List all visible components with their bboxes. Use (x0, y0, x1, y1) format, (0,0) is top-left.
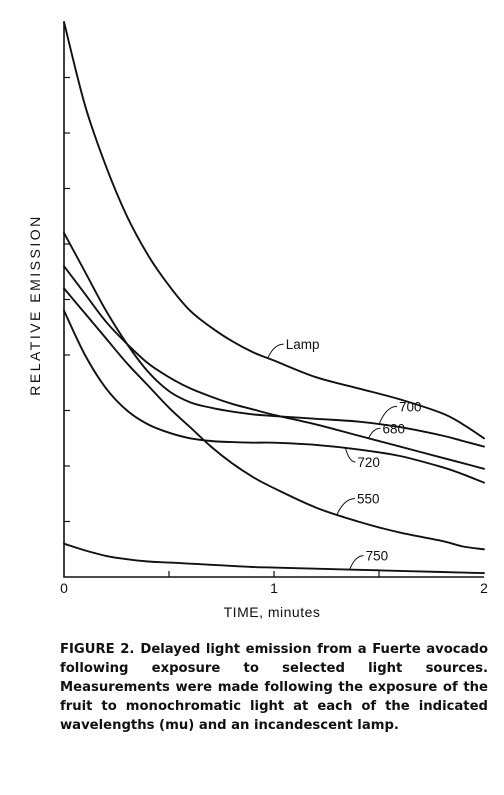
series-line-700 (63, 231, 485, 448)
series-line-550 (63, 287, 485, 551)
series-label-leader (378, 405, 398, 425)
series-line-680 (63, 265, 485, 470)
series-label-720: 720 (357, 455, 380, 470)
series-label-700: 700 (399, 399, 422, 414)
series-line-750 (63, 542, 485, 575)
tick-marks (64, 76, 380, 577)
y-axis-label: RELATIVE EMISSION (27, 214, 43, 396)
x-tick-label: 2 (480, 580, 488, 596)
series-label-leader (344, 447, 356, 463)
series-label-550: 550 (357, 492, 380, 507)
series-label-750: 750 (366, 549, 389, 564)
series-label-leader (368, 427, 381, 439)
figure-caption: FIGURE 2. Delayed light emission from a F… (60, 640, 488, 735)
series-label-leader (267, 343, 284, 359)
x-tick-label: 0 (60, 580, 68, 596)
series-label-lamp: Lamp (286, 337, 320, 352)
caption-text: Delayed light emission from a Fuerte avo… (60, 642, 489, 733)
series-label-leader (349, 555, 364, 570)
figure-label: FIGURE 2. (60, 642, 135, 657)
series-line-720 (63, 309, 485, 484)
x-axis-label: TIME, minutes (224, 604, 321, 620)
series-line-lamp (63, 21, 485, 440)
x-tick-labels: 0 1 2 (60, 580, 488, 596)
x-tick-label: 1 (270, 580, 278, 596)
axes-frame (63, 22, 484, 578)
series-lines (63, 21, 485, 575)
series-label-leader (336, 498, 356, 515)
series-labels: Lamp 700 680 720 550 750 (267, 337, 422, 570)
series-label-680: 680 (383, 421, 406, 436)
line-chart: Lamp 700 680 720 550 750 0 1 2 TIME, minutes RE… (27, 21, 488, 620)
